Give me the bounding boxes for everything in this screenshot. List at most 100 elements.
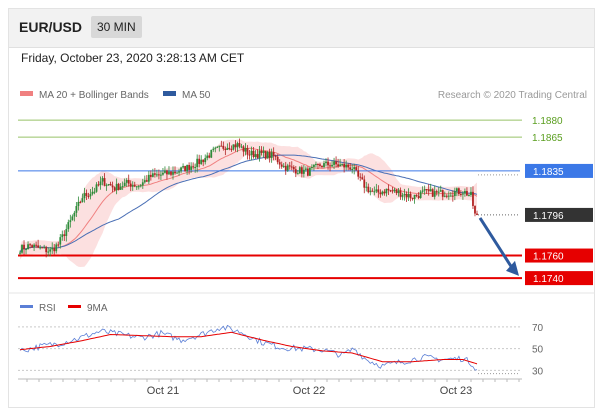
x-tick-label: Oct 22	[293, 385, 325, 397]
candle-body	[302, 169, 305, 174]
candle-body	[172, 171, 174, 175]
candle-body	[97, 184, 100, 186]
candle-body	[200, 159, 203, 164]
candle-body	[453, 191, 456, 197]
candle-body	[280, 164, 283, 167]
candle-body	[133, 185, 136, 187]
candle-body	[43, 247, 46, 249]
candle-body	[421, 190, 424, 192]
candle-body	[381, 191, 384, 195]
candle-body	[240, 146, 243, 148]
candle-body	[39, 247, 42, 249]
rsi-ma-legend-swatch	[68, 305, 81, 308]
candle-body	[311, 166, 313, 168]
candle-body	[49, 249, 52, 252]
candle-body	[468, 194, 470, 196]
candle-body	[431, 189, 434, 197]
rsi-legend-label: RSI	[39, 303, 56, 314]
rsi-ma-line	[19, 331, 478, 365]
candle-body	[343, 163, 346, 168]
x-tick-label: Oct 21	[147, 385, 179, 397]
candle-body	[357, 170, 360, 177]
candle-body	[411, 197, 414, 199]
candle-body	[449, 195, 452, 197]
candle-body	[220, 145, 223, 147]
candle-body	[355, 167, 358, 171]
target-label: 1.1865	[532, 133, 563, 144]
candle-body	[286, 165, 289, 171]
candle-body	[282, 165, 285, 167]
candle-body	[395, 189, 398, 194]
candle-body	[202, 159, 205, 163]
candle-body	[244, 147, 247, 152]
candle-body	[107, 183, 110, 186]
candle-body	[270, 152, 273, 158]
candle-body	[353, 167, 356, 170]
candle-body	[399, 190, 402, 197]
candle-body	[345, 164, 348, 168]
candle-body	[423, 189, 426, 191]
candle-body	[121, 186, 124, 188]
candle-body	[73, 212, 76, 217]
candle-body	[439, 190, 442, 192]
candle-body	[119, 186, 122, 190]
candle-body	[67, 222, 70, 230]
candle-body	[224, 148, 227, 150]
candle-body	[57, 244, 60, 246]
candle-body	[437, 191, 440, 193]
candle-body	[236, 143, 239, 148]
candle-body	[91, 191, 94, 194]
candle-body	[256, 154, 259, 158]
candle-body	[284, 165, 287, 171]
candle-body	[101, 178, 104, 182]
candle-body	[476, 213, 478, 216]
candle-body	[339, 164, 342, 167]
candle-body	[103, 178, 106, 186]
candle-body	[252, 150, 255, 158]
target-label: 1.1880	[532, 116, 563, 127]
candle-body	[178, 171, 180, 173]
candle-body	[194, 167, 197, 169]
candle-body	[319, 164, 321, 166]
candle-body	[341, 163, 344, 165]
candle-body	[367, 186, 370, 193]
candle-body	[127, 179, 130, 184]
symbol-label: EUR/USD	[19, 19, 83, 35]
candle-body	[155, 174, 158, 176]
candle-body	[417, 195, 420, 198]
candle-body	[296, 173, 299, 175]
candle-body	[331, 164, 333, 167]
candle-body	[176, 172, 178, 174]
x-tick-label: Oct 23	[440, 385, 472, 397]
candle-body	[375, 189, 378, 192]
candle-body	[242, 146, 245, 152]
candle-body	[268, 151, 271, 158]
last-price-box	[525, 207, 593, 222]
timeframe-button[interactable]: 30 MIN	[91, 16, 142, 38]
candle-body	[186, 165, 188, 172]
candle-body	[226, 147, 229, 150]
candle-body	[443, 195, 446, 197]
ma50-legend-label: MA 50	[182, 90, 211, 101]
candle-body	[234, 144, 237, 148]
candle-body	[349, 167, 352, 170]
candle-body	[262, 151, 265, 153]
candle-body	[427, 189, 430, 192]
research-credit: Research © 2020 Trading Central	[438, 90, 587, 101]
candle-body	[472, 191, 474, 206]
candle-body	[99, 181, 102, 186]
candle-body	[89, 193, 92, 197]
candle-body	[113, 187, 116, 191]
candle-body	[258, 150, 261, 158]
candle-body	[337, 164, 339, 167]
candle-body	[250, 150, 253, 155]
candle-body	[158, 174, 160, 176]
candle-body	[190, 166, 193, 170]
candle-body	[204, 158, 207, 163]
candle-body	[216, 146, 219, 148]
candle-body	[300, 167, 303, 174]
candle-body	[151, 173, 154, 177]
candle-body	[373, 191, 376, 193]
bollinger-legend-swatch	[20, 91, 33, 96]
candle-body	[363, 179, 366, 188]
